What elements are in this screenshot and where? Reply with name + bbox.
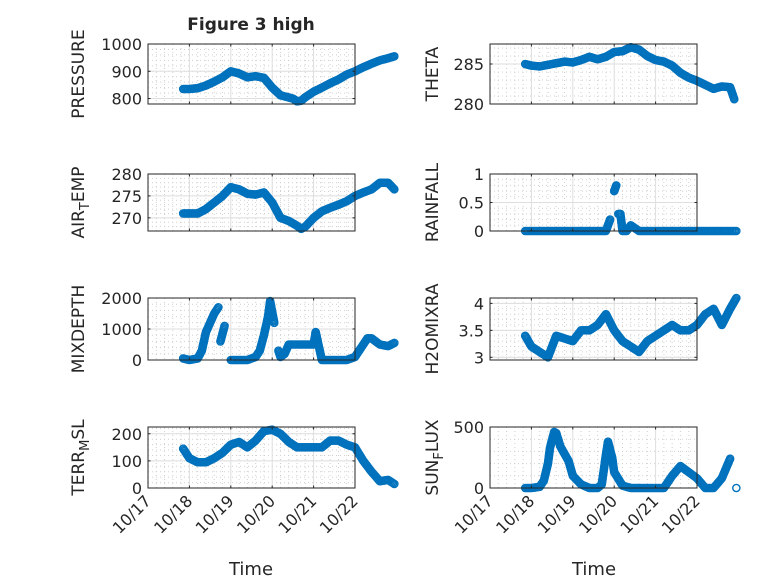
plot-area (490, 427, 697, 488)
data-point (611, 182, 621, 191)
y-tick-label: 3.5 (459, 321, 484, 340)
x-axis-label-right: Time (571, 559, 616, 580)
axes-box (489, 297, 698, 361)
figure-title: Figure 3 high (187, 15, 315, 35)
y-axis-label: SUNFLUX (423, 419, 447, 496)
data-point (388, 52, 398, 61)
axes-rainfall: 0 0.5 1 RAINFALL (423, 162, 741, 242)
y-axis-label: TERRMSL (69, 419, 93, 497)
data-point (389, 184, 398, 193)
axes-box (489, 426, 698, 489)
axes-h2omixra: 3 3.5 4 H2OMIXRA (423, 283, 741, 375)
x-axis-label-left: Time (228, 559, 273, 580)
axes-air-temp: 270 275 280 AIRTEMP (69, 165, 399, 239)
y-axis-label: AIRTEMP (69, 166, 93, 238)
data-point (732, 483, 741, 493)
x-tick-label: 10/22 (316, 491, 362, 537)
y-tick-label: 0 (474, 222, 484, 241)
y-tick-label: 0 (474, 479, 484, 498)
x-tick-label: 10/22 (658, 491, 704, 537)
y-axis-label: MIXDEPTH (69, 285, 89, 374)
x-tick-label: 10/19 (534, 491, 580, 537)
y-tick-label: 2000 (101, 289, 142, 308)
axes-theta: 280 285 THETA (423, 42, 739, 114)
x-tick-label: 10/20 (575, 491, 621, 537)
x-tick-label: 10/18 (492, 491, 538, 537)
y-axis-label: H2OMIXRA (423, 283, 443, 374)
y-axis-label: RAINFALL (423, 162, 443, 242)
y-tick-label: 270 (111, 209, 142, 228)
y-axis-label: THETA (423, 46, 443, 102)
x-tick-label: 10/17 (451, 491, 497, 537)
data-point (388, 339, 398, 348)
y-tick-label: 1000 (101, 320, 142, 339)
x-tick-label: 10/20 (233, 491, 279, 537)
y-tick-label: 3 (474, 348, 484, 367)
y-tick-label: 4 (474, 294, 484, 313)
y-tick-label: 280 (111, 165, 142, 184)
data-point (388, 478, 398, 488)
x-tick-label: 10/21 (616, 491, 662, 537)
y-tick-label: 100 (111, 452, 142, 471)
data-point (731, 294, 740, 304)
axes-box (147, 43, 356, 105)
y-tick-label: 275 (111, 187, 142, 206)
data-point (269, 317, 279, 326)
axes-pressure: 800 900 1000 PRESSURE (69, 29, 399, 119)
axes-box (147, 426, 356, 489)
y-tick-label: 0 (132, 351, 142, 370)
plot-area (148, 427, 355, 488)
y-tick-label: 900 (111, 62, 142, 81)
data-point (605, 216, 614, 226)
plot-area (490, 44, 697, 104)
x-tick-label: 10/17 (109, 491, 155, 537)
y-tick-label: 285 (453, 55, 484, 74)
x-tick-label: 10/21 (274, 491, 320, 537)
data-point (730, 226, 740, 236)
axes-box (147, 173, 356, 232)
y-tick-label: 1000 (101, 35, 142, 54)
axes-mixdepth: 0 1000 2000 MIXDEPTH (69, 285, 399, 374)
y-tick-label: 0 (132, 479, 142, 498)
x-tick-label: 10/19 (192, 491, 238, 537)
y-tick-label: 200 (111, 425, 142, 444)
axes-box (489, 43, 698, 105)
y-tick-label: 500 (453, 418, 484, 437)
y-tick-label: 1 (474, 165, 484, 184)
data-point (388, 183, 397, 192)
y-tick-label: 280 (453, 95, 484, 114)
data-point (213, 304, 222, 313)
y-axis-label: PRESSURE (69, 29, 89, 118)
data-point (725, 455, 734, 465)
y-tick-label: 0.5 (459, 194, 484, 213)
data-point (729, 93, 739, 103)
y-tick-label: 800 (111, 90, 142, 109)
plot-area (148, 174, 355, 231)
x-tick-label: 10/18 (150, 491, 196, 537)
data-point (219, 323, 229, 332)
data-point (387, 182, 396, 191)
